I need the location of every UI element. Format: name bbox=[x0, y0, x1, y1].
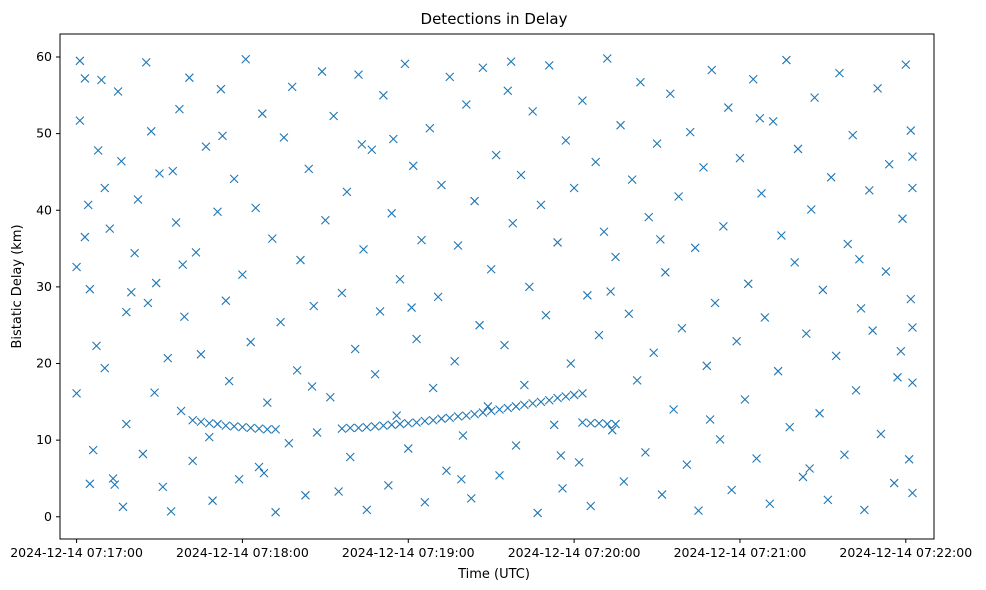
y-tick-label: 30 bbox=[36, 279, 52, 294]
chart-title: Detections in Delay bbox=[421, 10, 568, 28]
x-tick-label: 2024-12-14 07:17:00 bbox=[10, 545, 143, 560]
x-tick-label: 2024-12-14 07:18:00 bbox=[176, 545, 309, 560]
x-tick-label: 2024-12-14 07:21:00 bbox=[674, 545, 807, 560]
scatter-chart: Detections in Delay 2024-12-14 07:17:00 2… bbox=[0, 0, 986, 590]
x-tick-label: 2024-12-14 07:19:00 bbox=[342, 545, 475, 560]
y-tick-label: 60 bbox=[36, 49, 52, 64]
x-tick-label: 2024-12-14 07:22:00 bbox=[839, 545, 972, 560]
y-tick-label: 20 bbox=[36, 356, 52, 371]
y-tick-label: 50 bbox=[36, 126, 52, 141]
figure-background bbox=[0, 0, 986, 590]
x-tick-label: 2024-12-14 07:20:00 bbox=[508, 545, 641, 560]
y-tick-label: 40 bbox=[36, 202, 52, 217]
x-axis-label: Time (UTC) bbox=[457, 567, 530, 582]
y-axis-label: Bistatic Delay (km) bbox=[10, 224, 25, 348]
y-tick-label: 10 bbox=[36, 432, 52, 447]
y-tick-label: 0 bbox=[44, 509, 52, 524]
